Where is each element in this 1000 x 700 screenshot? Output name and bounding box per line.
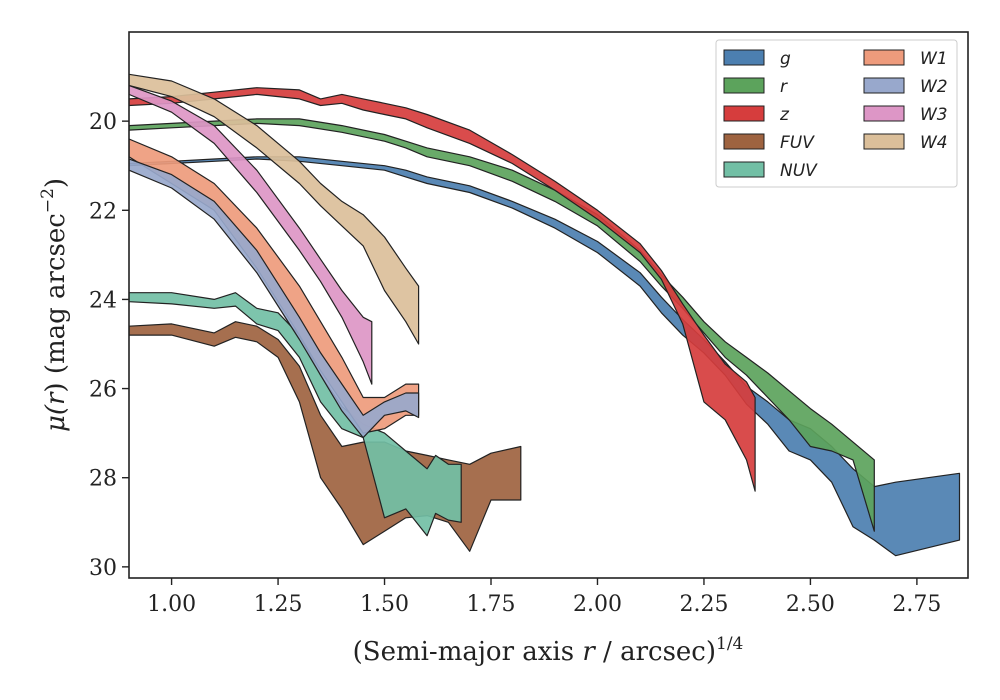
x-tick-label: 2.75 bbox=[892, 592, 941, 617]
y-tick-label: 20 bbox=[89, 110, 117, 135]
legend-swatch-w4 bbox=[863, 133, 905, 150]
legend-swatch-nuv bbox=[723, 161, 765, 178]
x-axis-label-main: (Semi-major axis bbox=[353, 637, 583, 667]
y-tick-label: 24 bbox=[89, 288, 117, 313]
legend-swatch-r bbox=[723, 77, 765, 94]
y-tick-label: 28 bbox=[89, 467, 117, 492]
legend-swatch-w2 bbox=[863, 77, 905, 94]
legend-label-fuv: FUV bbox=[780, 133, 815, 153]
x-tick-label: 1.50 bbox=[360, 592, 409, 617]
legend-label-w2: W2 bbox=[920, 77, 948, 97]
band-w2 bbox=[129, 158, 420, 439]
y-axis-label: μ(r) (mag arcsec−2) bbox=[38, 178, 71, 432]
x-tick-label: 1.25 bbox=[254, 592, 303, 617]
legend-swatch-fuv bbox=[723, 133, 765, 150]
band-w4 bbox=[129, 73, 420, 345]
legend-label-w4: W4 bbox=[920, 133, 948, 153]
y-axis-label-close: ) bbox=[41, 178, 71, 188]
y-tick-label: 22 bbox=[89, 199, 117, 224]
legend-label-w1: W1 bbox=[920, 49, 948, 69]
band-w3 bbox=[129, 84, 373, 385]
y-axis-label-rest: ) (mag arcsec bbox=[41, 213, 71, 392]
y-axis-label-main: μ( bbox=[41, 404, 71, 432]
y-axis-label-sup: −2 bbox=[38, 188, 58, 213]
band-r bbox=[129, 118, 875, 532]
x-axis-label-var: r bbox=[582, 637, 596, 667]
x-axis-label-rest: / arcsec) bbox=[595, 637, 716, 667]
legend-label-w3: W3 bbox=[920, 105, 948, 125]
legend-swatch-z bbox=[723, 105, 765, 122]
legend-label-r: r bbox=[780, 77, 788, 97]
y-axis-ticks: 20 22 24 26 28 30 bbox=[89, 110, 129, 581]
x-axis-label: (Semi-major axis r / arcsec)1/4 bbox=[353, 634, 744, 667]
band-nuv bbox=[129, 292, 462, 537]
x-tick-label: 1.75 bbox=[467, 592, 516, 617]
legend-swatch-w1 bbox=[863, 49, 905, 66]
x-axis-ticks: 1.00 1.25 1.50 1.75 2.00 2.25 2.50 2.75 bbox=[147, 578, 941, 617]
legend: grz FUV NUV W1 W2 W3 W4 bbox=[715, 39, 958, 188]
plot-frame bbox=[128, 31, 969, 579]
x-tick-label: 2.50 bbox=[786, 592, 835, 617]
x-axis-label-sup: 1/4 bbox=[716, 634, 743, 654]
x-tick-label: 2.25 bbox=[679, 592, 728, 617]
legend-frame bbox=[715, 39, 958, 188]
legend-swatch-w3 bbox=[863, 105, 905, 122]
y-tick-label: 26 bbox=[89, 378, 117, 403]
x-tick-label: 2.00 bbox=[573, 592, 622, 617]
band-z bbox=[129, 87, 756, 492]
legend-label-z: z bbox=[779, 105, 790, 125]
band-g bbox=[129, 156, 961, 557]
y-tick-label: 30 bbox=[89, 556, 117, 581]
legend-label-g: g bbox=[780, 49, 791, 69]
legend-swatch-g bbox=[723, 49, 765, 66]
x-tick-label: 1.00 bbox=[147, 592, 196, 617]
y-axis-label-var: r bbox=[41, 391, 71, 405]
legend-label-nuv: NUV bbox=[780, 161, 818, 181]
series-bands bbox=[129, 73, 961, 557]
